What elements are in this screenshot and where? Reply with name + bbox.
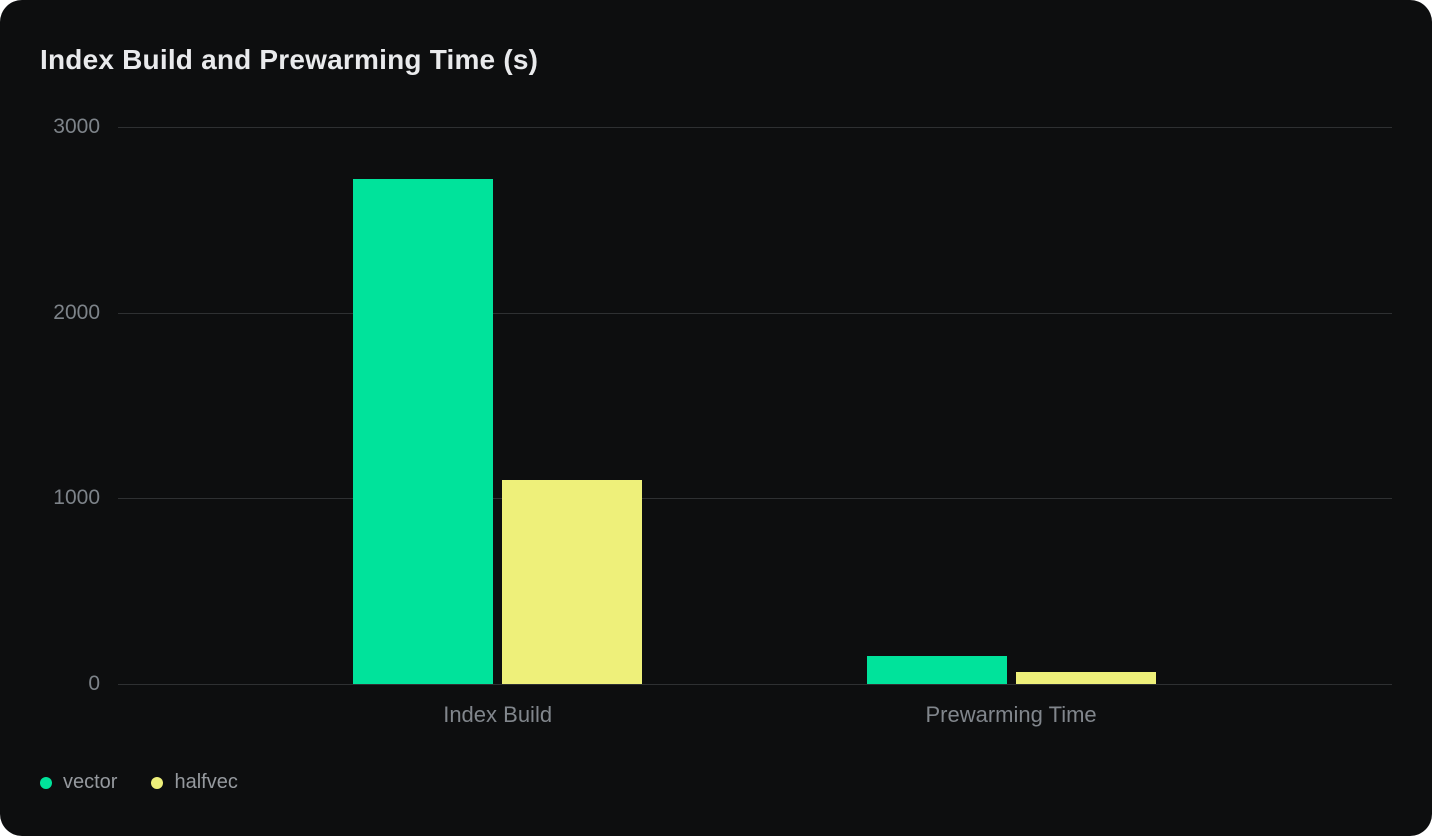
gridline-y-3000 <box>118 127 1392 128</box>
x-axis-label-prewarming-time: Prewarming Time <box>925 702 1097 727</box>
legend-label-halfvec: halfvec <box>174 771 238 793</box>
gridline-y-1000 <box>118 498 1392 500</box>
chart-legend: vector halfvec <box>40 771 238 794</box>
legend-dot-halfvec <box>151 776 164 789</box>
legend-item-halfvec[interactable]: halfvec <box>151 771 238 794</box>
gridline-y-0 <box>118 684 1392 685</box>
legend-item-vector[interactable]: vector <box>40 771 117 794</box>
y-tick-label-3000: 3000 <box>53 115 100 138</box>
bar-vector-prewarming-time[interactable] <box>866 656 1007 684</box>
legend-dot-vector <box>40 776 52 789</box>
y-tick-label-1000: 1000 <box>53 486 100 510</box>
y-tick-label-0: 0 <box>88 672 100 695</box>
y-tick-label-2000: 2000 <box>53 300 100 324</box>
bar-vector-index-build[interactable] <box>353 179 494 684</box>
x-axis-label-index-build: Index Build <box>443 702 553 727</box>
chart-title: Index Build and Prewarming Time (s) <box>40 44 539 75</box>
legend-label-vector: vector <box>63 771 118 793</box>
bar-halfvec-index-build[interactable] <box>502 479 643 684</box>
gridline-y-2000 <box>118 312 1392 314</box>
bar-halfvec-prewarming-time[interactable] <box>1015 671 1156 684</box>
bar-chart-plot-area <box>118 127 1392 685</box>
